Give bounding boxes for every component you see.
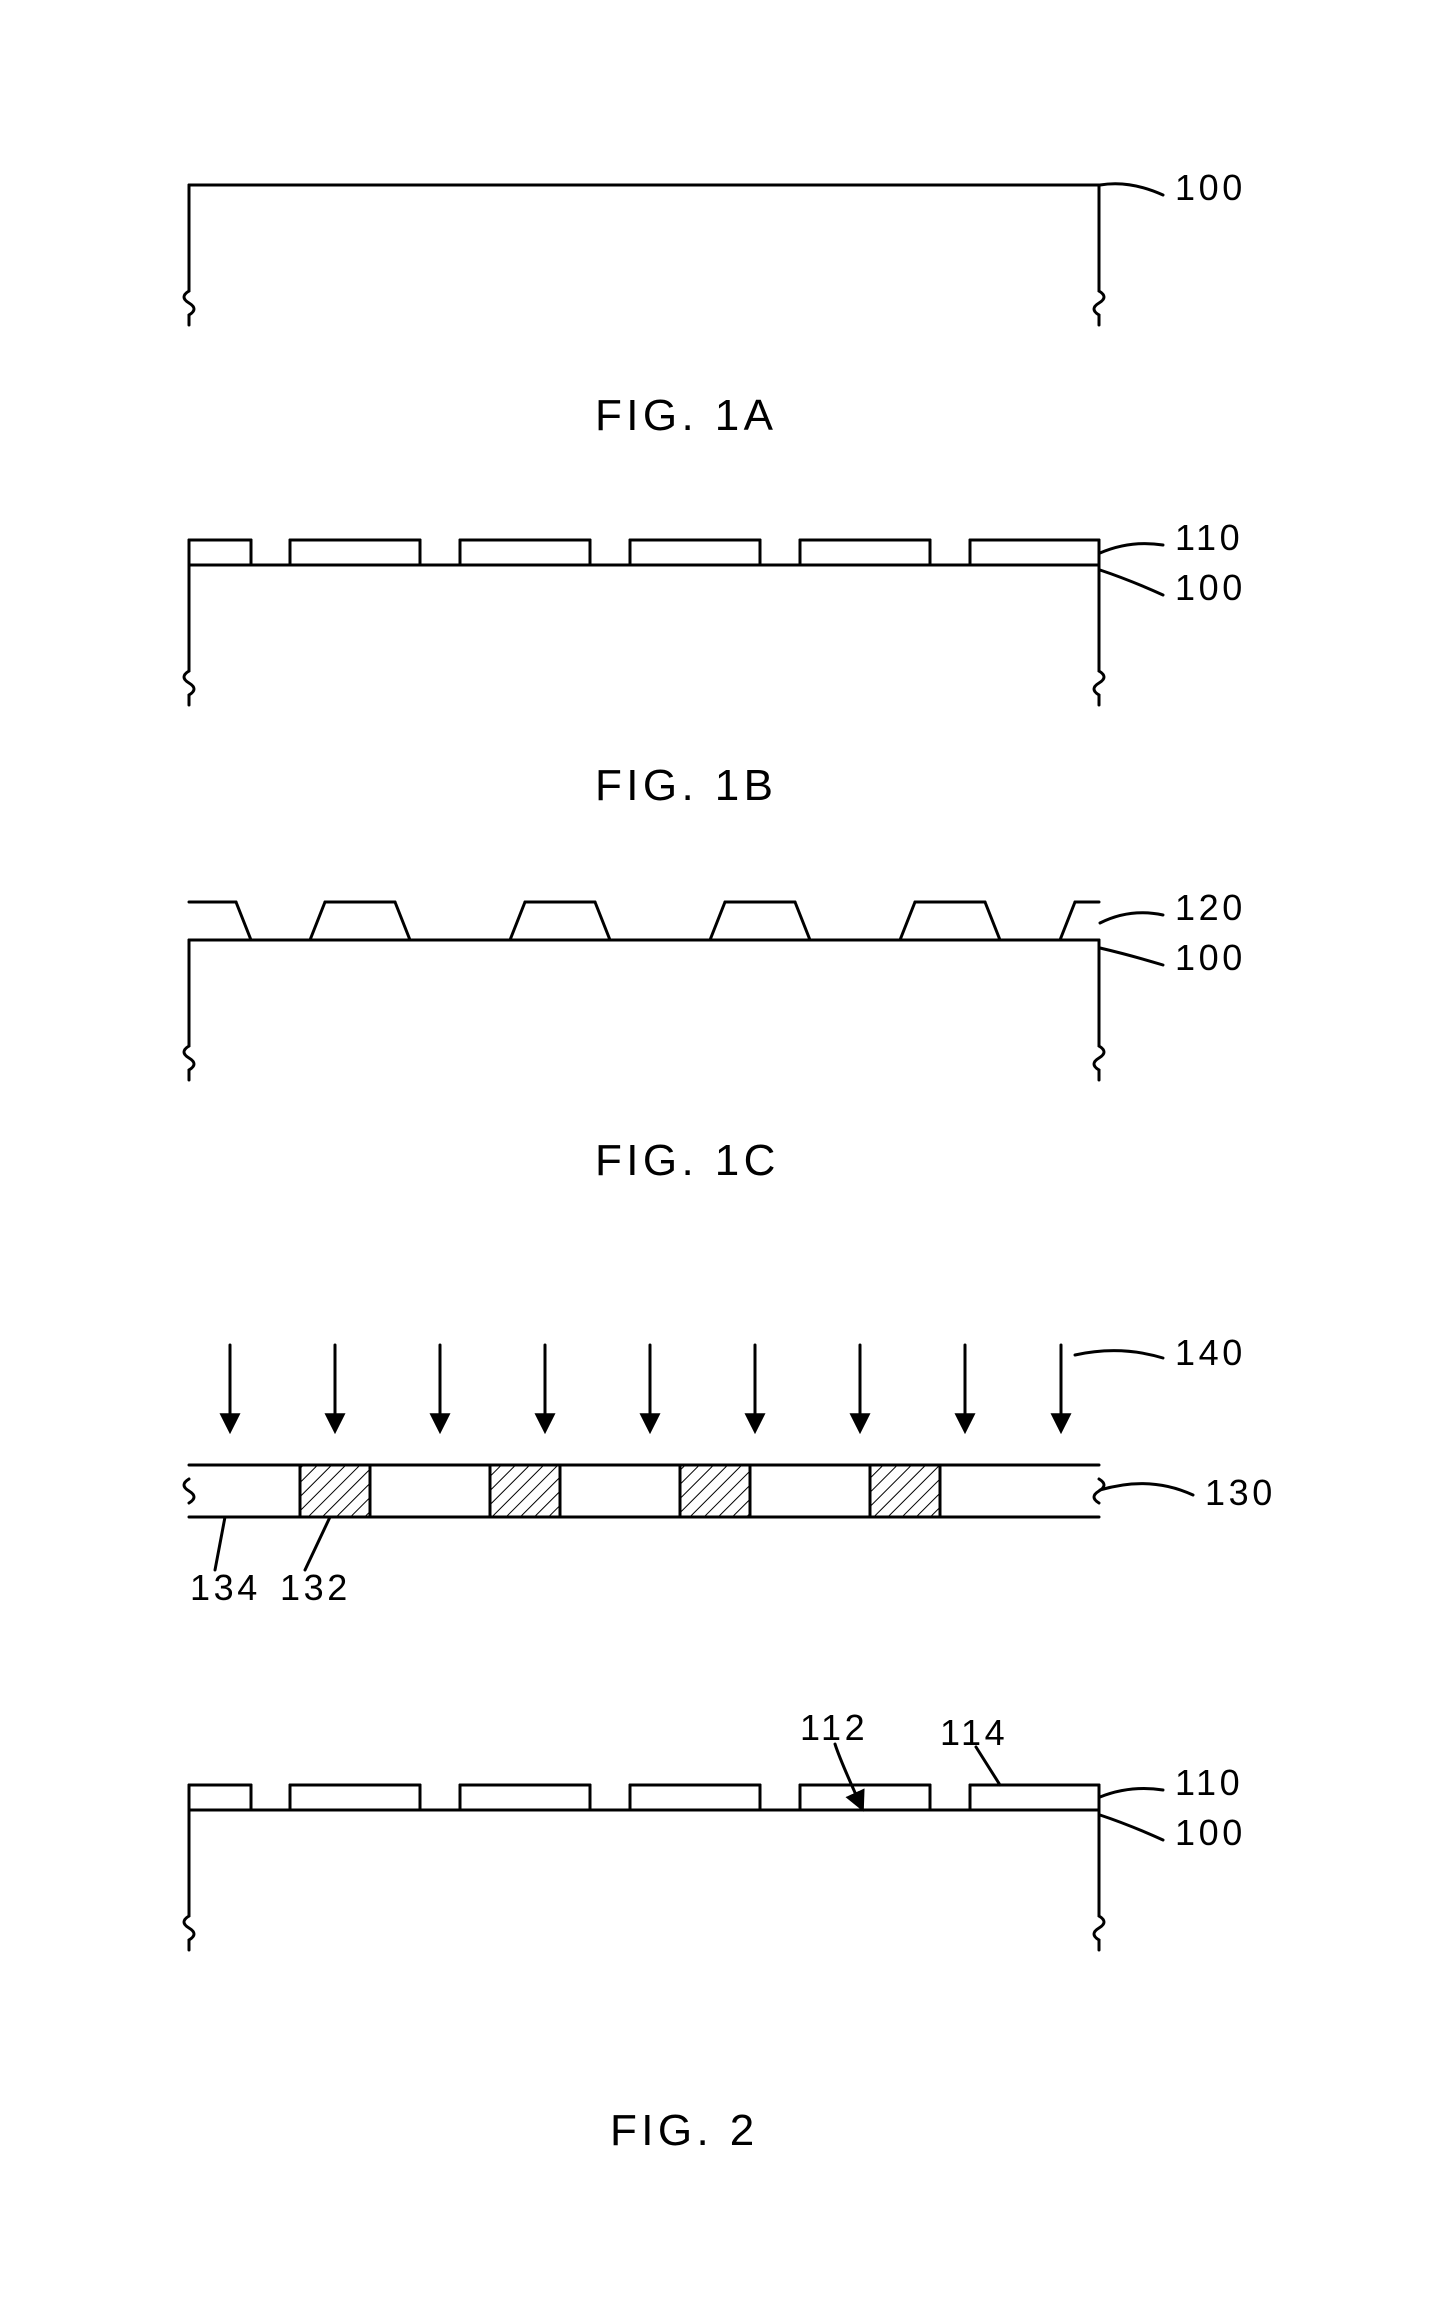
svg-text:134: 134 (190, 1567, 261, 1608)
svg-text:FIG. 2: FIG. 2 (610, 2106, 759, 2155)
svg-text:100: 100 (1175, 167, 1246, 208)
svg-text:100: 100 (1175, 937, 1246, 978)
svg-text:132: 132 (280, 1567, 351, 1608)
svg-text:FIG. 1A: FIG. 1A (595, 391, 777, 440)
svg-text:114: 114 (940, 1712, 1008, 1753)
svg-text:100: 100 (1175, 567, 1246, 608)
svg-text:110: 110 (1175, 517, 1243, 558)
svg-text:FIG. 1B: FIG. 1B (595, 761, 777, 810)
svg-text:100: 100 (1175, 1812, 1246, 1853)
svg-text:130: 130 (1205, 1472, 1276, 1513)
svg-text:FIG. 1C: FIG. 1C (595, 1136, 780, 1185)
svg-text:120: 120 (1175, 887, 1246, 928)
svg-text:140: 140 (1175, 1332, 1246, 1373)
svg-text:110: 110 (1175, 1762, 1243, 1803)
svg-text:112: 112 (800, 1707, 868, 1748)
